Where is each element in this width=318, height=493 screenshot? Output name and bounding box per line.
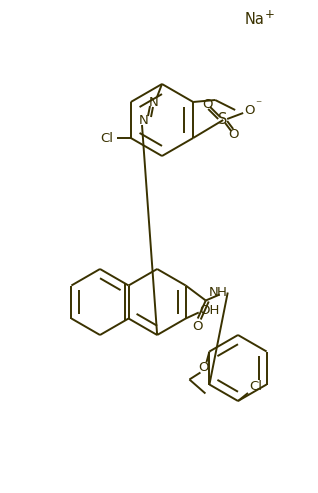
Text: N: N bbox=[149, 96, 159, 108]
Text: O: O bbox=[228, 128, 238, 141]
Text: OH: OH bbox=[200, 304, 220, 317]
Text: O: O bbox=[202, 98, 212, 110]
Text: O: O bbox=[244, 104, 254, 116]
Text: S: S bbox=[218, 112, 228, 128]
Text: N: N bbox=[139, 113, 149, 127]
Text: N: N bbox=[209, 286, 218, 299]
Text: H: H bbox=[217, 286, 227, 299]
Text: Cl: Cl bbox=[100, 132, 113, 144]
Text: Na: Na bbox=[245, 12, 265, 28]
Text: Cl: Cl bbox=[250, 381, 262, 393]
Text: ⁻: ⁻ bbox=[255, 99, 261, 111]
Text: O: O bbox=[192, 320, 203, 333]
Text: O: O bbox=[198, 361, 209, 374]
Text: +: + bbox=[265, 8, 275, 22]
